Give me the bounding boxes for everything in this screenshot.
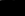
Text: Tensioner: Tensioner <box>14 0 25 16</box>
Text: A/C compressor: A/C compressor <box>17 15 25 16</box>
Text: Power steering: Power steering <box>8 0 25 13</box>
Text: Power steering: Power steering <box>20 0 25 13</box>
Text: Tensioner: Tensioner <box>2 0 25 16</box>
Text: Alternator: Alternator <box>8 0 25 16</box>
Text: Crankshaft
pulley: Crankshaft pulley <box>13 14 25 16</box>
Text: A/C compressor: A/C compressor <box>5 15 25 16</box>
Text: Crankshaft
pulley: Crankshaft pulley <box>1 14 25 16</box>
Text: Alternator: Alternator <box>20 0 25 16</box>
